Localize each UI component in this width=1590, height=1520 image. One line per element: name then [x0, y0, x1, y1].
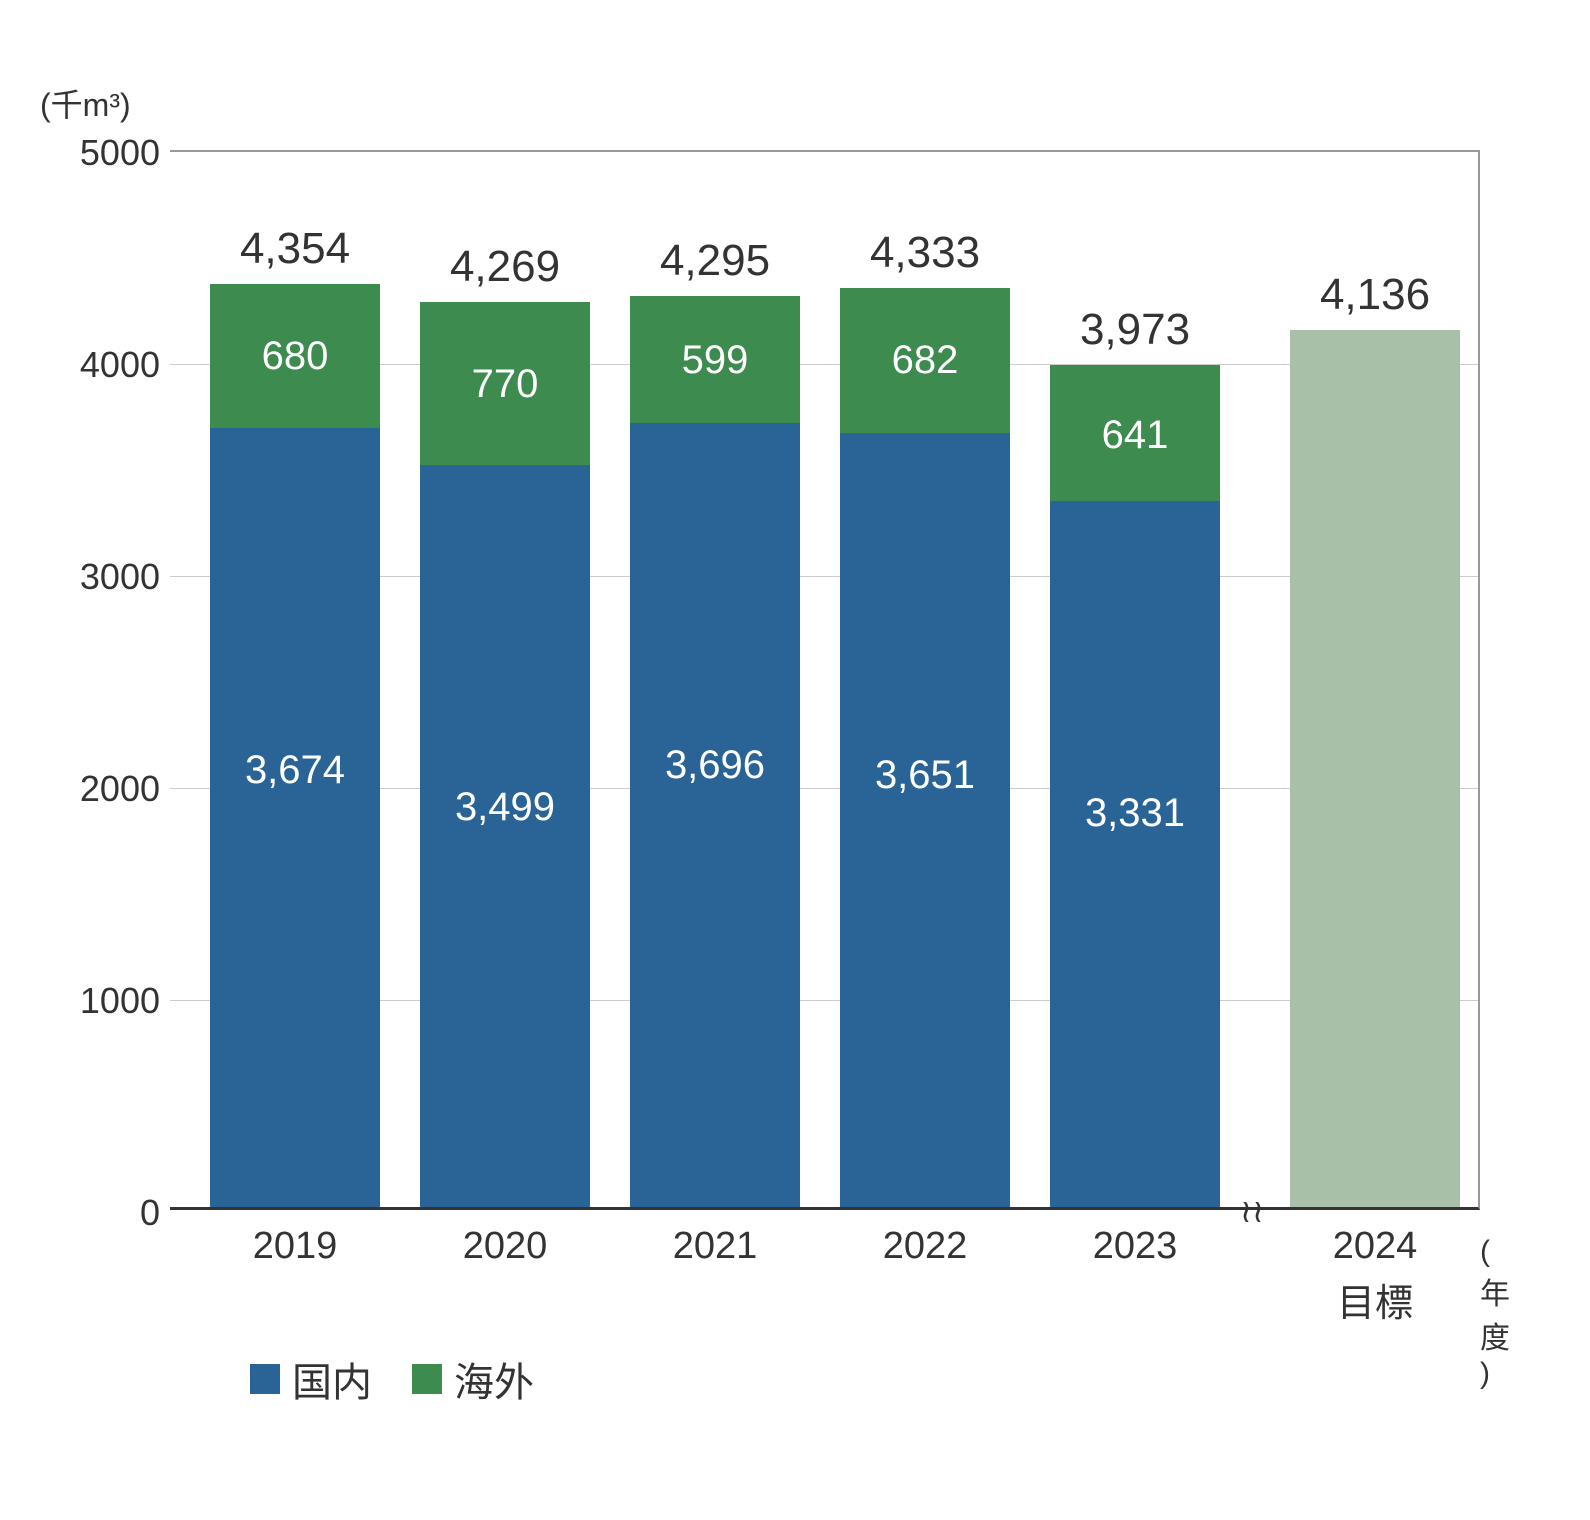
legend-label-overseas: 海外 [454, 1350, 534, 1408]
y-tick-2000: 2000 [60, 768, 160, 810]
value-2022-domestic: 3,651 [840, 753, 1010, 798]
bar-2020: 3,499 770 4,269 [420, 302, 590, 1207]
bar-2022: 3,651 682 4,333 [840, 288, 1010, 1207]
y-tick-1000: 1000 [60, 980, 160, 1022]
y-tick-3000: 3000 [60, 556, 160, 598]
bar-2023-overseas: 641 [1050, 365, 1220, 501]
value-2021-overseas: 599 [630, 338, 800, 383]
value-2019-overseas: 680 [210, 334, 380, 379]
x-sublabel-target: 目標 [1290, 1272, 1460, 1327]
legend: 国内 海外 [250, 1350, 534, 1408]
total-2020: 4,269 [420, 242, 590, 292]
value-2020-domestic: 3,499 [420, 785, 590, 830]
x-label-2023: 2023 [1050, 1225, 1220, 1268]
bar-2021: 3,696 599 4,295 [630, 296, 800, 1207]
x-label-2020: 2020 [420, 1225, 590, 1268]
legend-swatch-overseas [412, 1364, 442, 1394]
bar-2023-domestic: 3,331 [1050, 501, 1220, 1207]
bar-2021-domestic: 3,696 [630, 423, 800, 1207]
total-2022: 4,333 [840, 228, 1010, 278]
bar-2024-target-segment [1290, 330, 1460, 1207]
value-2023-overseas: 641 [1050, 413, 1220, 458]
value-2021-domestic: 3,696 [630, 743, 800, 788]
x-axis-unit-label: ( 年度 ) [1480, 1235, 1510, 1391]
bar-2023: 3,331 641 3,973 [1050, 365, 1220, 1207]
x-label-2024: 2024 [1290, 1225, 1460, 1268]
x-label-2021: 2021 [630, 1225, 800, 1268]
plot-area: 3,674 680 4,354 3,499 770 4,269 3,696 59… [170, 150, 1480, 1210]
x-label-2019: 2019 [210, 1225, 380, 1268]
total-2024-target: 4,136 [1290, 270, 1460, 320]
x-label-2022: 2022 [840, 1225, 1010, 1268]
y-tick-5000: 5000 [60, 132, 160, 174]
bar-2019-domestic: 3,674 [210, 428, 380, 1207]
legend-label-domestic: 国内 [292, 1350, 372, 1408]
chart-container: (千m³) 5000 4000 3000 2000 1000 0 3,674 6… [90, 60, 1510, 1400]
total-2023: 3,973 [1050, 305, 1220, 355]
bar-2022-domestic: 3,651 [840, 433, 1010, 1207]
bar-2024-target: 4,136 [1290, 330, 1460, 1207]
bar-2019: 3,674 680 4,354 [210, 284, 380, 1207]
bar-2019-overseas: 680 [210, 284, 380, 428]
value-2022-overseas: 682 [840, 338, 1010, 383]
value-2023-domestic: 3,331 [1050, 791, 1220, 836]
y-tick-4000: 4000 [60, 344, 160, 386]
bar-2021-overseas: 599 [630, 296, 800, 423]
y-tick-0: 0 [60, 1192, 160, 1234]
value-2019-domestic: 3,674 [210, 748, 380, 793]
bar-2022-overseas: 682 [840, 288, 1010, 433]
total-2021: 4,295 [630, 236, 800, 286]
axis-break-mark: ≀≀ [1240, 1192, 1264, 1230]
bar-2020-domestic: 3,499 [420, 465, 590, 1207]
y-axis-unit-label: (千m³) [40, 80, 131, 126]
value-2020-overseas: 770 [420, 362, 590, 407]
total-2019: 4,354 [210, 224, 380, 274]
legend-item-domestic: 国内 [250, 1350, 372, 1408]
bar-2020-overseas: 770 [420, 302, 590, 465]
legend-item-overseas: 海外 [412, 1350, 534, 1408]
legend-swatch-domestic [250, 1364, 280, 1394]
